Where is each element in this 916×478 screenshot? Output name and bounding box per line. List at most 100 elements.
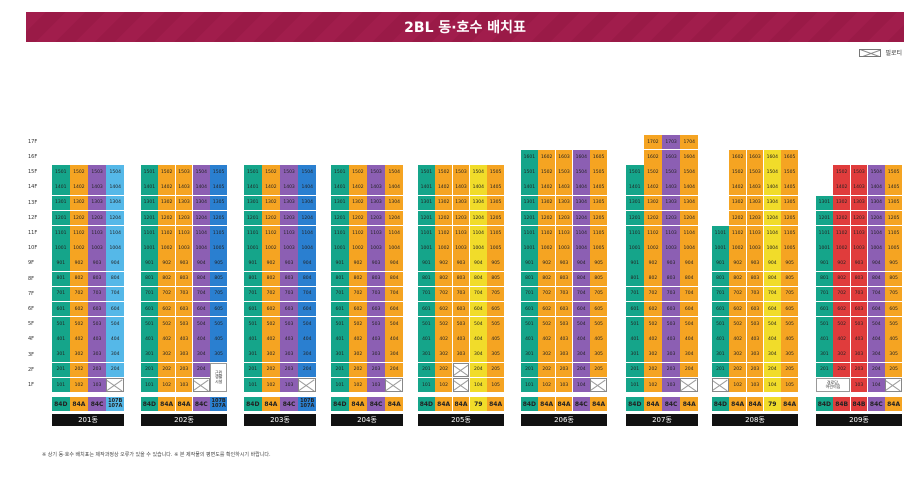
facility-cell: 경로당, 어린이집 — [816, 377, 851, 393]
unit-cell: 1501 — [244, 165, 262, 180]
unit-cell: 1401 — [244, 180, 262, 195]
unit-cell: 1102 — [729, 225, 747, 241]
unit-cell: 1105 — [781, 225, 798, 241]
unit-type-badge: 107B 107A — [106, 397, 124, 412]
unit-cell: 1403 — [555, 180, 573, 195]
unit-cell: 1102 — [349, 225, 367, 241]
unit-cell: 1202 — [262, 210, 280, 226]
unit-cell: 603 — [662, 301, 680, 317]
unit-type-badge: 84A — [644, 397, 662, 412]
unit-cell: 1101 — [816, 225, 833, 241]
unit-cell: 503 — [555, 317, 573, 332]
unit-cell: 1405 — [590, 180, 607, 195]
unit-cell: 1503 — [175, 165, 193, 180]
unit-cell: 1604 — [680, 149, 698, 165]
unit-cell: 902 — [70, 256, 88, 271]
piloti-cell — [452, 377, 470, 393]
unit-cell: 1102 — [538, 225, 556, 241]
unit-cell: 803 — [88, 271, 106, 287]
unit-cell: 801 — [626, 271, 644, 287]
unit-cell: 1203 — [280, 210, 298, 226]
unit-cell: 1405 — [781, 180, 798, 195]
unit-cell: 202 — [833, 362, 851, 378]
unit-cell: 604 — [763, 301, 781, 317]
floor-label: 15F — [28, 169, 38, 176]
unit-type-row: 84D 84A 84C 84A — [331, 397, 403, 412]
unit-cell: 904 — [385, 256, 403, 271]
unit-cell: 901 — [52, 256, 70, 271]
unit-cell: 201 — [712, 362, 729, 378]
unit-cell: 1204 — [385, 210, 403, 226]
unit-cell: 702 — [644, 286, 662, 302]
unit-cell: 1201 — [521, 210, 538, 226]
unit-cell: 301 — [712, 347, 729, 363]
unit-cell: 1001 — [244, 241, 262, 256]
floor-label: 2F — [28, 366, 35, 373]
unit-cell: 1602 — [538, 150, 556, 165]
unit-type-badge: 84D — [331, 397, 349, 412]
unit-cell: 903 — [555, 256, 573, 271]
floor-label: 4F — [28, 336, 35, 343]
unit-cell: 103 — [280, 377, 298, 393]
unit-cell: 703 — [555, 286, 573, 302]
unit-cell: 1102 — [644, 225, 662, 241]
unit-cell: 503 — [662, 317, 680, 332]
unit-cell: 803 — [746, 271, 764, 287]
unit-cell: 304 — [680, 347, 698, 363]
title-banner: 2BL 동·호수 배치표 — [26, 12, 904, 42]
unit-cell: 402 — [435, 332, 453, 347]
unit-cell: 902 — [435, 256, 453, 271]
unit-cell: 1503 — [88, 165, 106, 180]
unit-cell: 1702 — [644, 134, 662, 150]
unit-cell: 702 — [538, 286, 556, 302]
unit-cell: 401 — [52, 332, 70, 347]
unit-cell: 1203 — [662, 210, 680, 226]
unit-cell: 1103 — [280, 225, 298, 241]
unit-cell: 302 — [349, 347, 367, 363]
unit-cell: 704 — [469, 286, 487, 302]
building-name: 205동 — [418, 414, 504, 427]
unit-cell: 304 — [469, 347, 487, 363]
unit-cell: 1504 — [385, 165, 403, 180]
unit-cell: 203 — [175, 362, 193, 378]
unit-cell: 1003 — [662, 241, 680, 256]
floor-label: 10F — [28, 245, 38, 252]
unit-cell: 504 — [106, 317, 124, 332]
unit-cell: 604 — [867, 301, 885, 317]
legend-label: 필로티 — [885, 50, 902, 57]
unit-cell: 701 — [141, 286, 158, 302]
unit-cell: 1201 — [418, 210, 435, 226]
unit-cell: 201 — [418, 362, 435, 378]
unit-cell: 1205 — [781, 210, 798, 226]
unit-cell: 1101 — [244, 225, 262, 241]
unit-cell: 703 — [662, 286, 680, 302]
unit-cell: 703 — [88, 286, 106, 302]
building-name: 204동 — [331, 414, 403, 427]
unit-cell: 1105 — [590, 225, 607, 241]
unit-cell: 1502 — [538, 165, 556, 180]
unit-cell: 505 — [487, 317, 504, 332]
unit-cell: 1604 — [572, 150, 590, 165]
unit-cell: 804 — [469, 271, 487, 287]
unit-cell: 1304 — [680, 195, 698, 211]
unit-cell: 103 — [555, 377, 573, 393]
footnote: ※ 상기 동·호수 배치표는 제작과정상 오류가 있을 수 있습니다. ※ 본 … — [42, 452, 271, 458]
unit-type-badge: 84A — [435, 397, 453, 412]
unit-cell: 101 — [626, 377, 644, 393]
unit-cell: 603 — [367, 301, 385, 317]
unit-cell: 1503 — [280, 165, 298, 180]
unit-cell: 601 — [816, 301, 833, 317]
unit-cell: 1603 — [555, 150, 573, 165]
unit-cell: 1105 — [210, 225, 227, 241]
unit-cell: 1002 — [262, 241, 280, 256]
unit-cell: 204 — [867, 362, 885, 378]
unit-cell: 1301 — [418, 195, 435, 211]
unit-cell: 604 — [469, 301, 487, 317]
unit-cell: 404 — [385, 332, 403, 347]
unit-type-badge: 84D — [626, 397, 644, 412]
unit-cell: 1602 — [644, 149, 662, 165]
unit-cell: 1203 — [367, 210, 385, 226]
floor-label: 5F — [28, 321, 35, 328]
unit-cell: 602 — [349, 301, 367, 317]
unit-cell: 1003 — [280, 241, 298, 256]
